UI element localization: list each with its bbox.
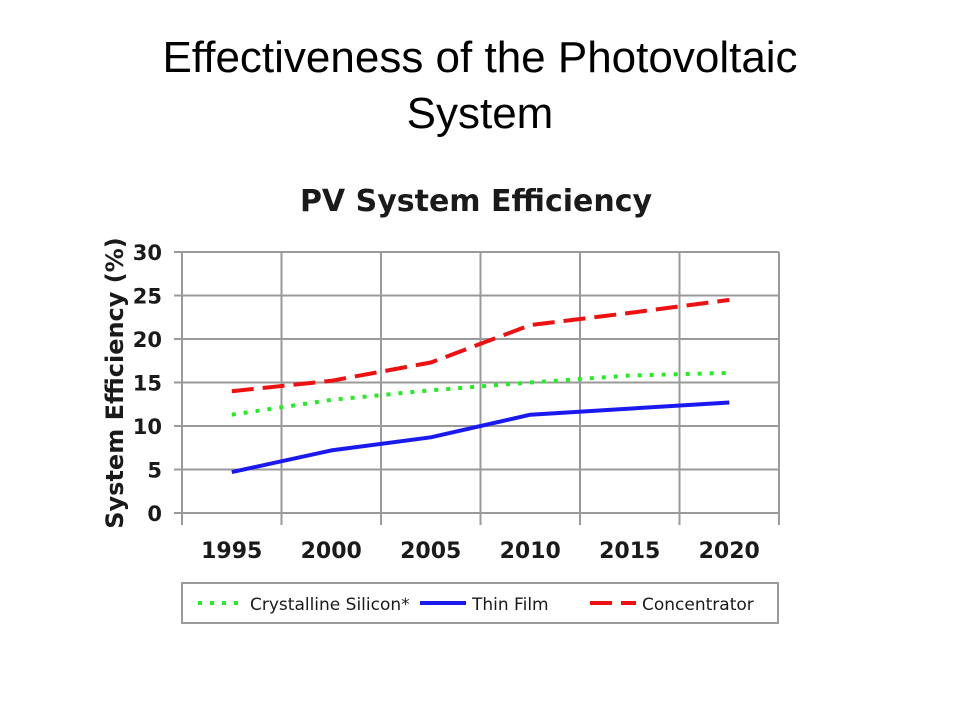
chart-legend: Crystalline Silicon* Thin Film Concentrato… [181,582,779,624]
x-tick-label: 1995 [201,539,262,564]
y-axis-label: System Efficiency (%) [101,237,129,529]
chart-title: PV System Efficiency [300,184,653,219]
y-tick-label: 0 [147,502,162,526]
legend-label: Concentrator [642,595,754,615]
y-tick-label: 25 [133,285,162,309]
y-tick-label: 15 [133,372,162,396]
slide-title: Effectiveness of the Photovoltaic System [162,33,798,138]
series-line-thin-film [231,400,730,475]
x-tick-label: 2010 [500,539,561,564]
y-tick-label: 30 [133,241,162,265]
chart-text: 0 5 10 15 20 25 30 1995 2000 2005 2010 2015 2020 PV S… [101,184,760,564]
y-tick-label: 10 [133,415,162,439]
legend-box [181,582,779,624]
legend-label: Crystalline Silicon* [250,595,410,615]
chart-series [231,297,730,475]
x-tick-label: 2005 [400,539,461,564]
series-line-concentrator [231,297,730,394]
legend-label: Thin Film [471,595,549,615]
y-tick-label: 20 [133,328,162,352]
x-tick-label: 2015 [599,539,660,564]
x-tick-label: 2000 [301,539,362,564]
y-tick-label: 5 [147,459,162,483]
x-tick-label: 2020 [699,539,760,564]
